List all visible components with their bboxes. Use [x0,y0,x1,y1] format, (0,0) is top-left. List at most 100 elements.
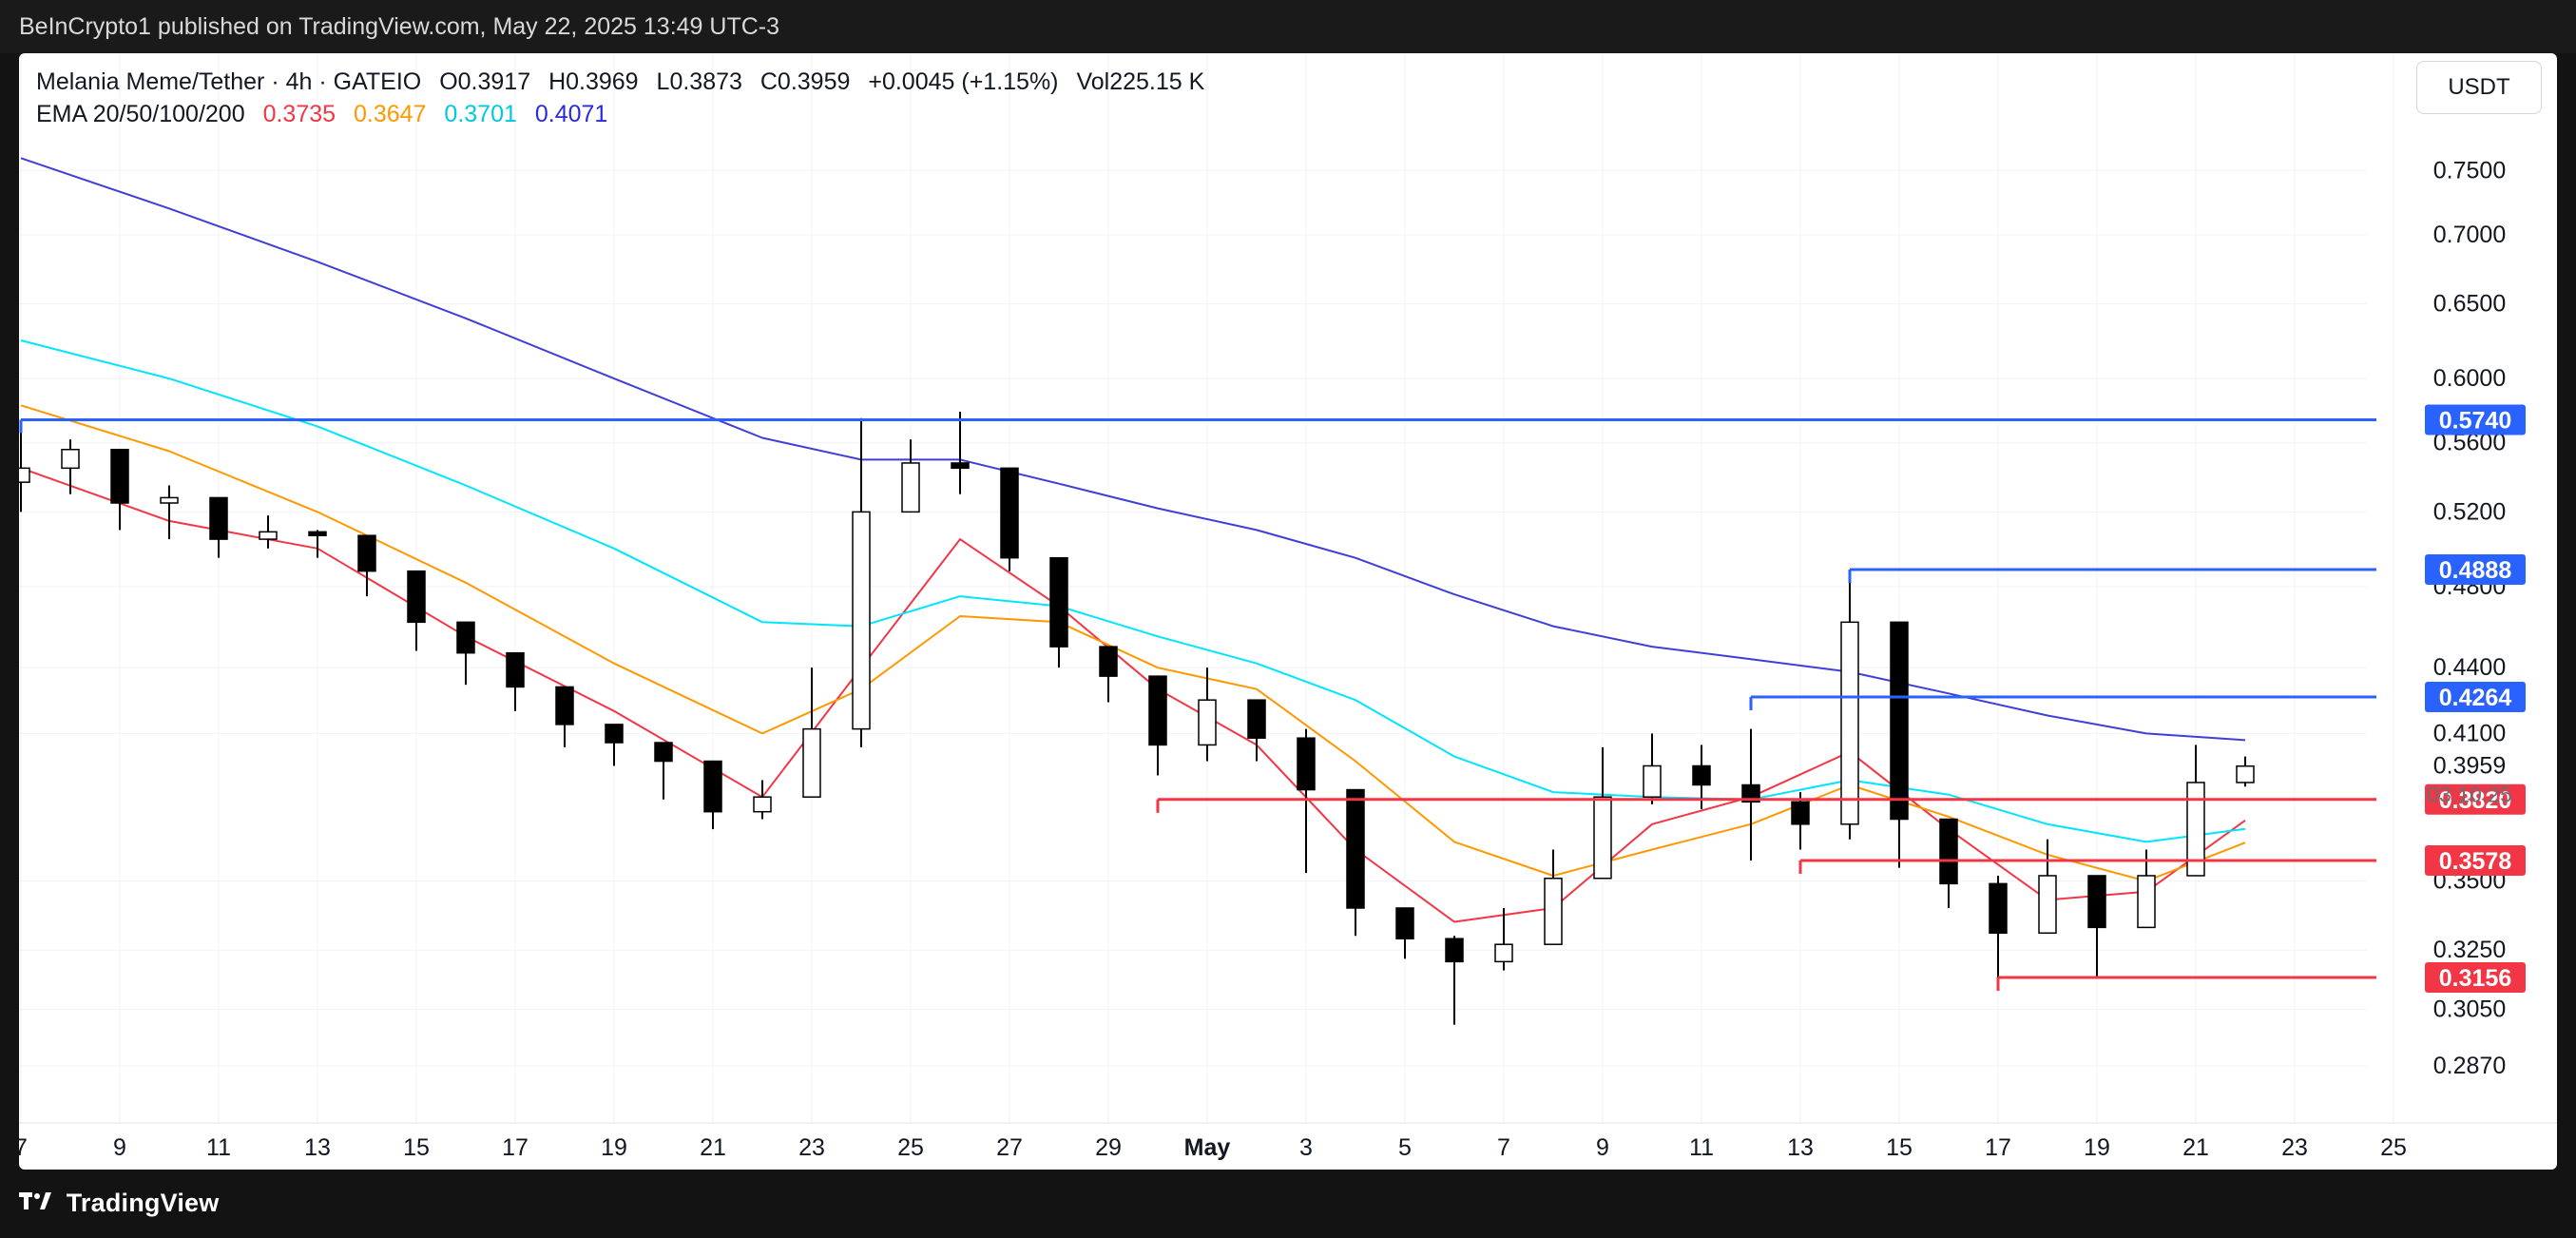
ema-line-ema100 [20,339,2246,843]
currency-button[interactable]: USDT [2416,61,2542,114]
close-value: C0.3959 [759,68,851,95]
x-tick-label: 29 [1095,1134,1122,1161]
candle-body [2038,875,2057,935]
candle-body [1643,764,1662,798]
tradingview-logo-icon [19,1189,51,1218]
x-tick-label: 11 [206,1134,231,1161]
candle-body [1939,818,1958,885]
candle-body [2186,782,2205,877]
volume-value: Vol225.15 K [1076,68,1205,95]
level-badge [2425,404,2526,435]
x-tick-label: 11 [1689,1134,1714,1161]
y-tick-label: 0.6500 [2433,291,2506,318]
candle-body [407,570,426,624]
candle-body [1494,943,1513,963]
x-tick-label: 25 [897,1134,924,1161]
ema-label: EMA 20/50/100/200 [36,101,245,127]
candle-body [19,467,30,483]
candle-body [1593,796,1612,880]
y-tick-label: 0.2870 [2433,1053,2506,1079]
candle-body [2236,764,2255,783]
candle-body [1791,801,1810,825]
candle-body [1099,646,1118,677]
ema-line-ema20 [20,467,2246,923]
candle-body [703,760,722,813]
last-price-label: 0.3959 [2433,753,2506,780]
candle-body [456,621,475,654]
y-tick-label: 0.6000 [2433,365,2506,392]
candle-body [1840,621,1859,825]
candle-body [605,724,624,744]
x-tick-label: 21 [2182,1134,2209,1161]
level-badge [2425,844,2526,876]
ohlc-row: Melania Meme/Tether · 4h · GATEIO O0.391… [36,66,1216,98]
level-badge-label: 0.3820 [2439,787,2511,814]
candle-body [2137,875,2156,929]
y-tick-label: 0.4400 [2433,654,2506,681]
x-tick-label: 9 [1596,1134,1609,1161]
ema50-value: 0.3647 [354,101,427,127]
candle-body [160,496,179,504]
tradingview-logo[interactable]: TradingView [19,1189,219,1218]
x-tick-label: 5 [1398,1134,1412,1161]
candle-body [951,462,970,470]
candle-body [1198,699,1217,746]
ema100-value: 0.3701 [444,101,517,127]
countdown-label: 03:10:25 [2427,783,2512,807]
candle-body [1000,467,1019,559]
x-tick-label: 23 [798,1134,825,1161]
publisher-text: BeInCrypto1 published on TradingView.com… [19,13,779,40]
ema-line-ema200 [20,157,2246,742]
x-tick-label: 19 [601,1134,627,1161]
candle-body [1544,878,1563,945]
level-badge [2425,961,2526,993]
change-value: +0.0045 (+1.15%) [868,68,1059,95]
footer-bar: TradingView [0,1170,2576,1238]
level-badge [2425,681,2526,712]
x-tick-label: 7 [1497,1134,1510,1161]
candle-body [1890,621,1909,821]
x-tick-label: 13 [304,1134,331,1161]
symbol-label: Melania Meme/Tether · 4h · GATEIO [36,68,422,95]
candle-body [1247,699,1266,739]
x-tick-label: May [1184,1134,1231,1161]
y-tick-label: 0.5200 [2433,498,2506,525]
level-badge-label: 0.4264 [2439,685,2512,711]
level-badge [2425,554,2526,586]
candle-body [1445,938,1464,963]
candle-body [61,448,80,470]
ema200-value: 0.4071 [534,101,608,127]
open-value: O0.3917 [439,68,531,95]
x-tick-label: 25 [2380,1134,2407,1161]
candle-body [1148,675,1167,746]
publisher-bar: BeInCrypto1 published on TradingView.com… [0,0,2576,53]
y-tick-label: 0.4100 [2433,720,2506,746]
x-tick-label: 3 [1299,1134,1313,1161]
ema-row: EMA 20/50/100/200 0.3735 0.3647 0.3701 0… [36,98,1216,130]
x-tick-label: 21 [700,1134,726,1161]
candle-body [802,727,821,798]
y-tick-label: 0.3250 [2433,937,2506,963]
candle-body [753,796,772,813]
candle-body [1741,783,1760,803]
x-tick-label: 15 [1886,1134,1913,1161]
x-tick-label: 27 [996,1134,1023,1161]
x-tick-label: 23 [2281,1134,2308,1161]
y-tick-label: 0.7500 [2433,157,2506,184]
candle-body [357,534,376,572]
level-badge [2425,783,2526,815]
candle-body [1395,907,1414,939]
ema-line-ema50 [20,404,2246,882]
high-value: H0.3969 [548,68,639,95]
x-tick-label: 15 [403,1134,430,1161]
candle-body [1346,788,1365,909]
candle-body [1989,882,2008,935]
y-tick-label: 0.3050 [2433,996,2506,1022]
level-badge-label: 0.4888 [2439,557,2512,584]
price-chart[interactable]: 0.75000.70000.65000.60000.56000.52000.48… [19,53,2557,1170]
x-tick-label: 7 [19,1134,28,1161]
x-tick-label: 17 [1985,1134,2011,1161]
candle-body [2087,875,2106,929]
chart-panel[interactable]: 0.7500 0.7000 0.6500 0.6000 0.5600 0.5200 0.48… [19,53,2557,1170]
candle-body [555,686,574,725]
